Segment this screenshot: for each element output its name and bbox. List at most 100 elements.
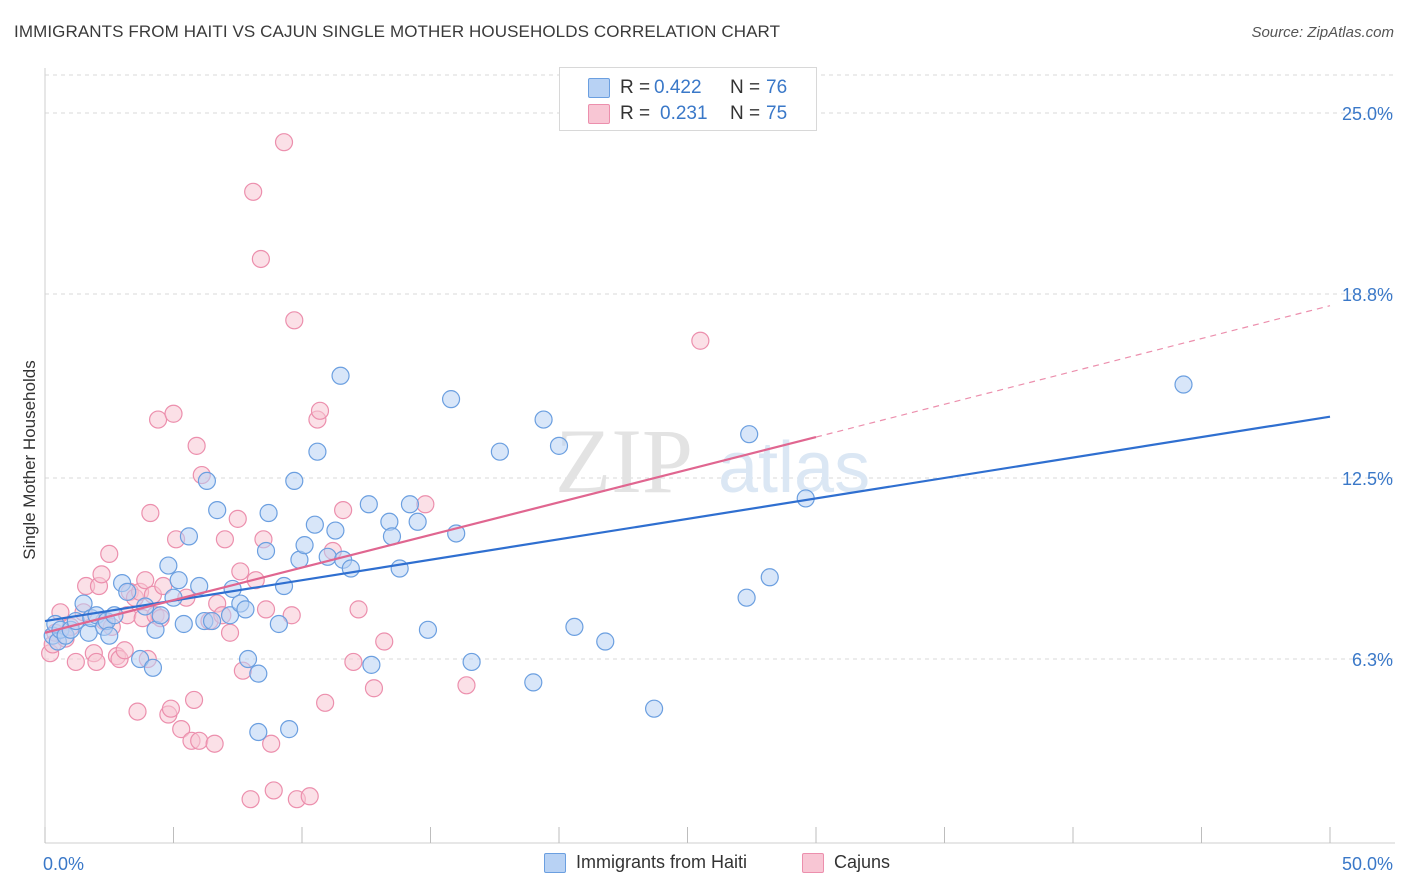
haiti-point <box>408 512 427 531</box>
haiti-point <box>400 495 420 514</box>
cajun-point <box>241 790 260 809</box>
cajun-point <box>334 501 353 520</box>
haiti-point <box>362 655 381 674</box>
cajun-point <box>300 787 319 806</box>
haiti-point <box>274 576 294 596</box>
cajun-point <box>215 530 234 549</box>
haiti-point <box>249 664 268 683</box>
haiti-point <box>151 606 170 625</box>
trend-lines <box>44 305 1331 634</box>
haiti-point <box>179 527 199 546</box>
cajun-point <box>228 509 247 528</box>
cajun-point <box>364 679 384 698</box>
cajun-point <box>161 699 181 718</box>
cajun-point <box>128 702 147 721</box>
haiti-point <box>280 720 299 739</box>
bottom-legend-swatch-pink <box>802 852 824 873</box>
haiti-point <box>238 649 258 669</box>
haiti-point <box>331 366 350 385</box>
haiti-point <box>256 541 276 561</box>
haiti-point <box>208 501 227 520</box>
watermark-zip: ZIP <box>555 410 693 512</box>
haiti-point <box>197 471 217 491</box>
cajun-point <box>148 410 168 429</box>
haiti-point <box>100 626 119 645</box>
haiti-point <box>740 425 759 444</box>
cajun-point <box>87 652 106 672</box>
legend-r-label: R = <box>620 103 651 124</box>
haiti-point <box>308 442 327 461</box>
cajun-point <box>251 249 270 269</box>
legend: R = 0.422 N = 76 R = 0.231 N = 75 <box>559 67 817 131</box>
cajun-point <box>274 133 294 152</box>
haiti-point <box>1174 375 1193 394</box>
cajun-point <box>282 606 301 625</box>
cajun-point <box>262 734 281 753</box>
haiti-point <box>418 620 438 639</box>
bottom-legend-label: Immigrants from Haiti <box>576 852 748 872</box>
haiti-point <box>596 632 615 651</box>
chart-title: IMMIGRANTS FROM HAITI VS CAJUN SINGLE MO… <box>14 22 781 41</box>
legend-n-value: 75 <box>766 103 788 124</box>
haiti-point <box>118 582 137 601</box>
cajun-point <box>264 781 283 800</box>
legend-r-value: 0.231 <box>660 103 708 124</box>
cajun-point <box>220 623 240 642</box>
cajun-point <box>416 495 435 514</box>
cajun-point <box>344 652 363 672</box>
haiti-point <box>305 515 324 534</box>
cajun-point <box>190 731 209 750</box>
y-tick-label: 12.5% <box>1342 469 1393 489</box>
cajun-point <box>375 632 394 651</box>
haiti-point <box>295 536 314 555</box>
cajun-point <box>231 562 250 581</box>
cajun-point <box>115 641 134 660</box>
haiti-trend-line <box>44 415 1331 623</box>
haiti-point <box>441 390 461 409</box>
cajun-point <box>92 565 111 584</box>
legend-r-value: 0.422 <box>654 77 702 98</box>
cajun-point <box>66 652 85 672</box>
haiti-point <box>737 588 756 607</box>
cajun-point <box>256 600 276 619</box>
haiti-point <box>285 471 304 491</box>
cajun-trend-line <box>44 436 817 634</box>
haiti-point <box>359 495 378 514</box>
cajun-point <box>187 436 206 455</box>
x-tick-label: 0.0% <box>43 854 84 874</box>
tick-labels: 6.3% 12.5% 18.8% 25.0% 0.0% 50.0% <box>43 104 1393 874</box>
bottom-legend-label: Cajuns <box>834 852 891 872</box>
haiti-point <box>326 521 345 540</box>
y-tick-label: 6.3% <box>1352 650 1393 670</box>
haiti-point <box>269 614 288 634</box>
cajun-trend-extension <box>815 305 1331 438</box>
legend-swatch-blue <box>588 78 610 98</box>
y-tick-label: 25.0% <box>1342 104 1393 124</box>
cajun-point <box>136 571 155 590</box>
legend-n-label: N = <box>730 77 761 98</box>
cajun-point <box>285 311 304 330</box>
legend-n-label: N = <box>730 103 761 124</box>
cajun-point <box>316 693 335 712</box>
haiti-point <box>236 600 255 619</box>
bottom-legend-cajuns: Cajuns <box>802 852 890 873</box>
haiti-point <box>143 658 163 677</box>
axes <box>44 68 1395 844</box>
haiti-point <box>259 503 278 523</box>
haiti-point <box>534 410 553 429</box>
cajun-point <box>172 720 191 739</box>
haiti-point <box>644 699 664 718</box>
cajun-point <box>184 690 204 710</box>
haiti-point <box>390 559 409 578</box>
cajun-point <box>141 503 160 523</box>
haiti-point <box>524 673 543 692</box>
haiti-point <box>490 442 509 461</box>
cajun-point <box>310 401 330 420</box>
haiti-point <box>549 436 569 455</box>
cajun-point <box>164 404 183 423</box>
y-tick-label: 18.8% <box>1342 285 1393 305</box>
cajun-point <box>457 676 476 695</box>
haiti-point <box>130 649 150 669</box>
bottom-legend-swatch-blue <box>544 852 566 873</box>
legend-r-label: R = <box>620 77 651 98</box>
